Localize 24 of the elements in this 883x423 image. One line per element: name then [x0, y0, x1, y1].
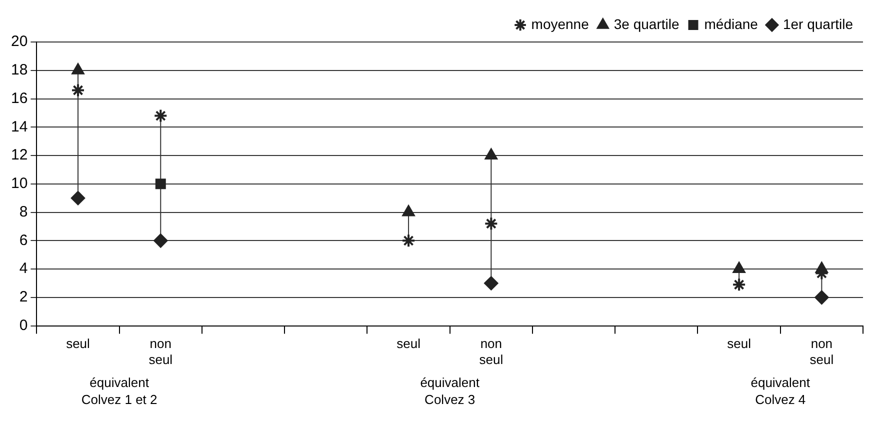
x-tick-label: non seul — [479, 336, 504, 367]
y-tick-label: 20 — [10, 33, 28, 50]
y-tick-label: 18 — [10, 62, 28, 79]
y-tick-label: 8 — [19, 203, 28, 220]
y-tick-label: 14 — [10, 118, 28, 136]
y-tick-label: 4 — [19, 260, 28, 278]
text: équivalent Colvez 1 et 2 — [81, 375, 158, 408]
legend-label: 3e quartile — [614, 16, 680, 32]
legend-label: médiane — [704, 16, 758, 32]
x-tick-label: seul — [396, 336, 421, 352]
text: équivalent Colvez 4 — [750, 375, 810, 408]
y-tick-label: 0 — [19, 316, 28, 334]
y-tick-label: 6 — [19, 232, 28, 249]
legend-label: 1er quartile — [782, 16, 854, 32]
y-tick-label: 10 — [10, 175, 28, 192]
text: équivalent Colvez 3 — [420, 375, 480, 408]
x-tick-label: non seul — [810, 336, 834, 367]
y-tick-label: 16 — [10, 90, 28, 107]
x-tick-label: seul — [66, 336, 90, 352]
legend-label: moyenne — [531, 16, 590, 32]
x-tick-label: non seul — [148, 336, 173, 367]
y-tick-label: 2 — [19, 288, 28, 306]
y-tick-label: 12 — [10, 146, 28, 164]
x-tick-label: seul — [727, 336, 752, 352]
